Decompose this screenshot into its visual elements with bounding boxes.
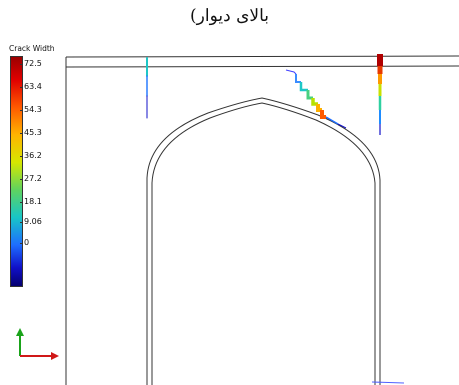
color-scale-bar	[10, 56, 23, 287]
legend-tick: 72.5	[20, 59, 42, 68]
legend-title: Crack Width	[9, 44, 55, 53]
legend-tick: 0	[19, 238, 30, 247]
legend-tick: 9.06	[20, 217, 42, 226]
crack-width-legend: Crack Width 72.5 63.4 54.3 45.3 36.2 27.…	[0, 44, 70, 287]
legend-tick: 45.3	[20, 128, 42, 137]
legend-tick: 63.4	[20, 82, 42, 91]
x-axis-arrowhead	[51, 352, 59, 360]
legend-tick: 18.1	[20, 197, 42, 206]
legend-tick: 36.2	[20, 151, 42, 160]
legend-tick: 54.3	[20, 105, 42, 114]
axis-triad	[16, 328, 59, 360]
crack-diagonal	[285, 69, 347, 129]
figure-title: بالای دیوار)	[190, 6, 269, 26]
wall-top-beam	[65, 55, 459, 385]
crack-speckles	[371, 381, 405, 384]
arch-outline	[146, 97, 381, 385]
y-axis-arrowhead	[16, 328, 24, 336]
legend-tick: 27.2	[20, 174, 42, 183]
